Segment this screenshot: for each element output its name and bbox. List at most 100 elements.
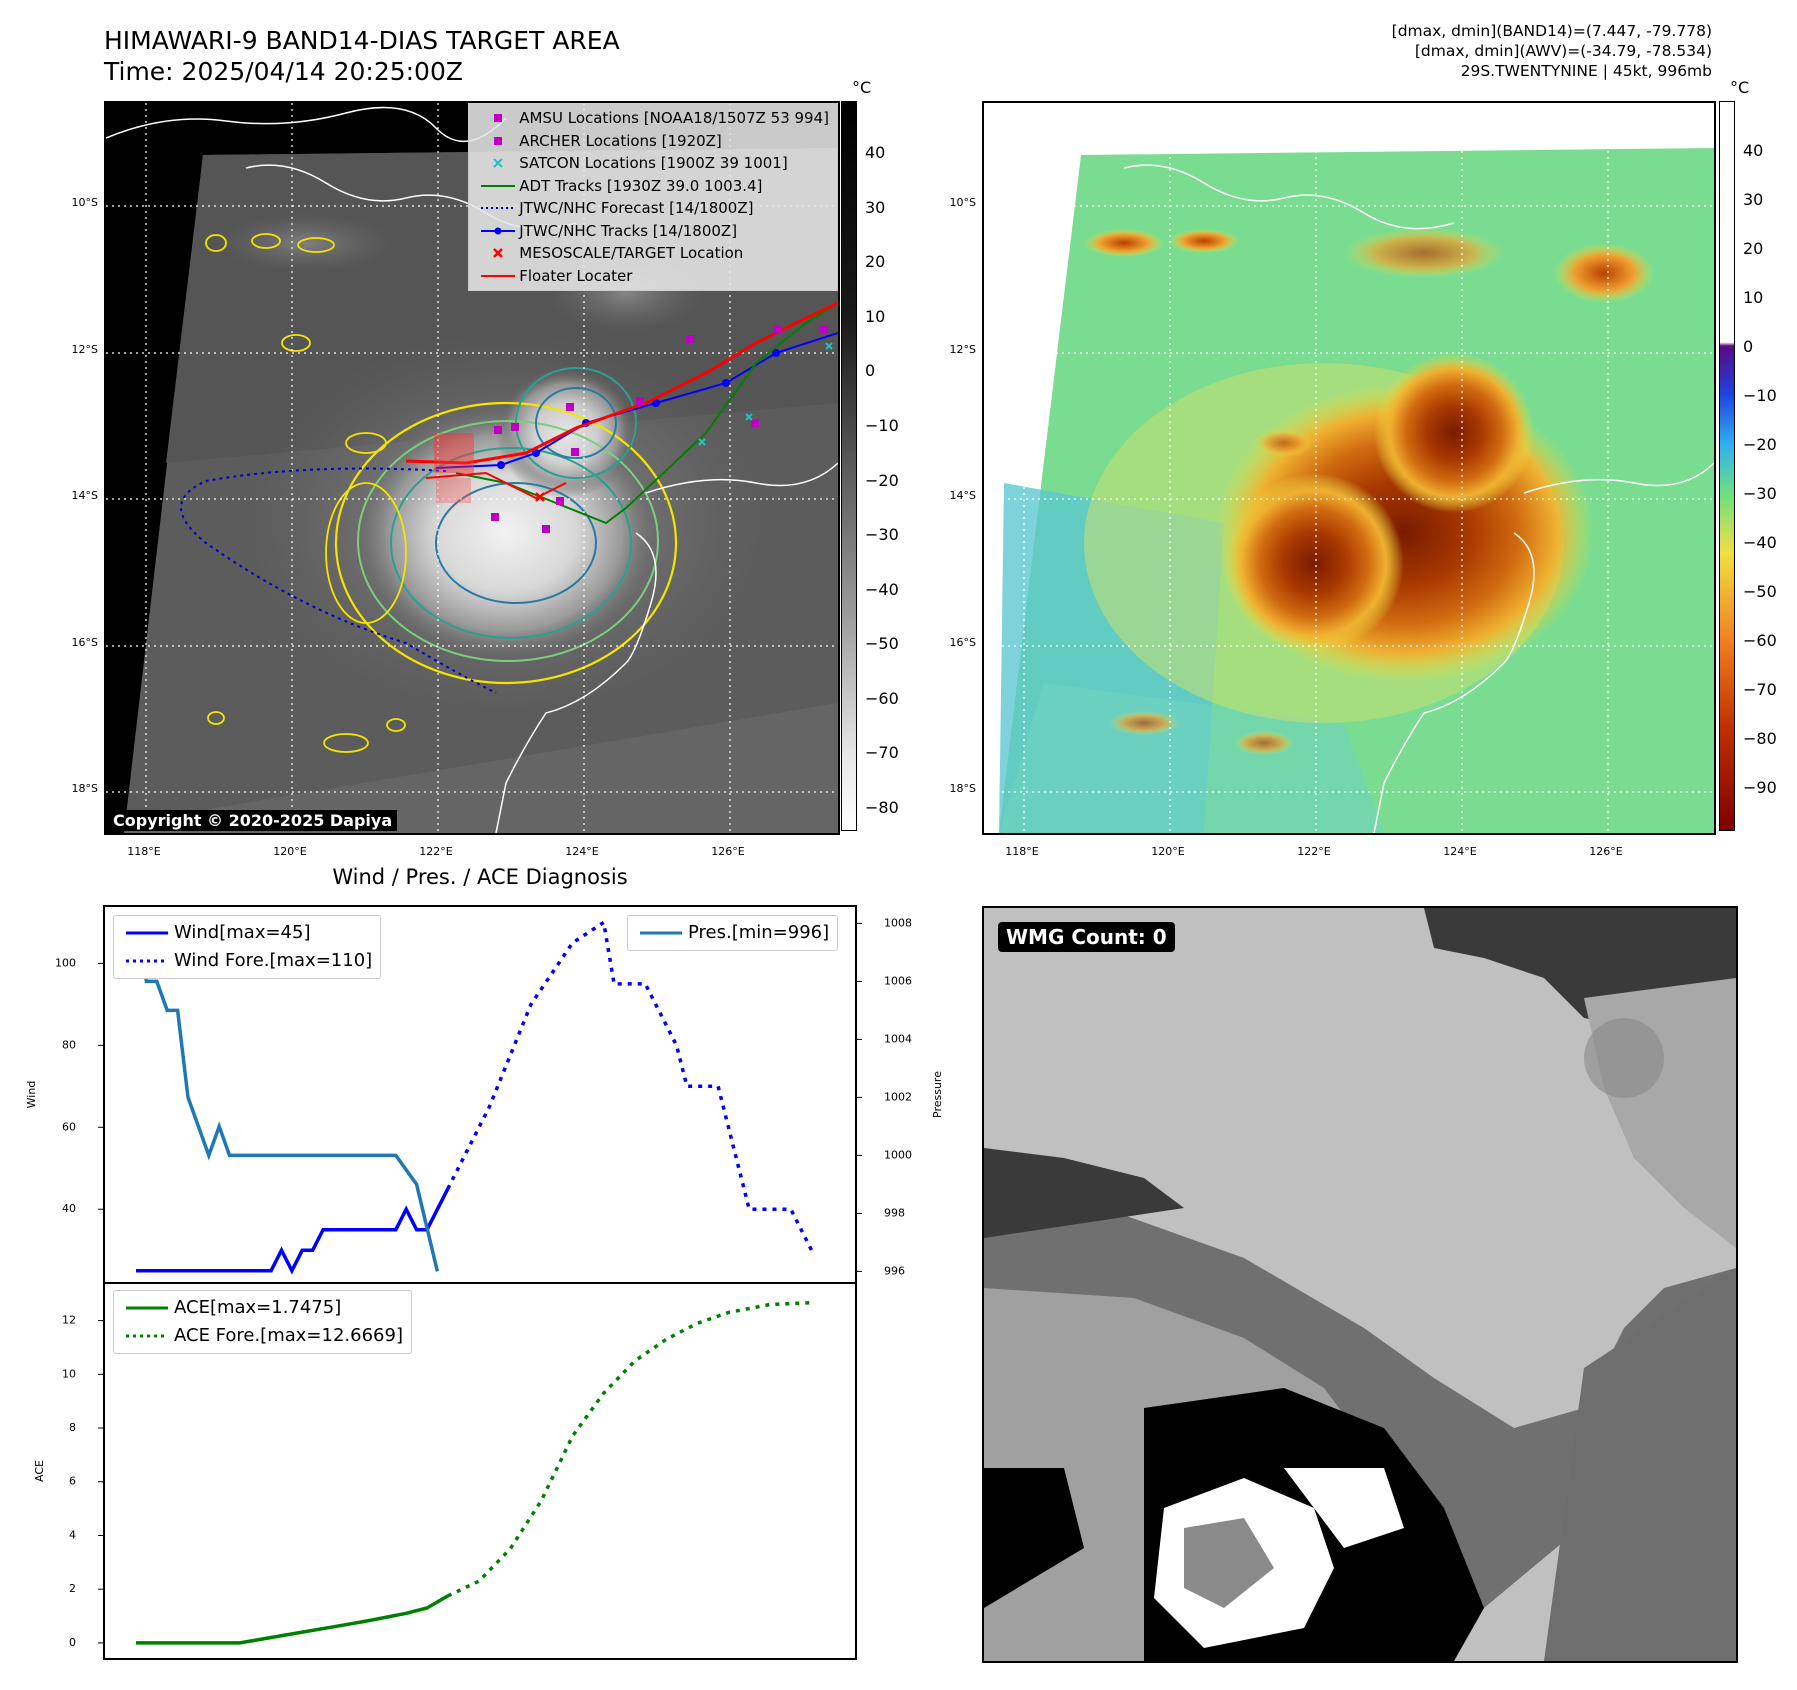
- right-colorbar-tick: 0: [1743, 337, 1754, 356]
- left-map-lat-label: 16°S: [71, 636, 98, 649]
- ace-series-line-0: [136, 1594, 449, 1645]
- figure-title: HIMAWARI-9 BAND14-DIAS TARGET AREA: [104, 26, 620, 55]
- right-map-lon-label: 122°E: [1297, 845, 1331, 858]
- info-band14-range: [dmax, dmin](BAND14)=(7.447, -79.778): [1391, 22, 1712, 40]
- left-map-lon-label: 124°E: [565, 845, 599, 858]
- pressure-axis-tick-label: 1008: [884, 916, 912, 929]
- ace-axis-tick-label: 4: [69, 1528, 76, 1541]
- left-map-lat-label: 14°S: [71, 489, 98, 502]
- wmg-imagery: [984, 908, 1736, 1661]
- map-legend: AMSU Locations [NOAA18/1507Z 53 994] ARC…: [468, 103, 838, 291]
- right-colorbar-tick: 30: [1743, 190, 1764, 209]
- wind-axis-label: Wind: [25, 1081, 38, 1109]
- left-colorbar-unit: °C: [852, 78, 872, 97]
- ace-chart-frame: [103, 1282, 857, 1660]
- ace-axis-tick-label: 8: [69, 1421, 76, 1434]
- left-map-lon-label: 120°E: [273, 845, 307, 858]
- left-colorbar-tick: −80: [865, 798, 899, 817]
- ir-grayscale-imagery: [106, 103, 838, 833]
- ace-axis-label: ACE: [33, 1460, 46, 1482]
- series-line-0: [136, 1188, 450, 1275]
- right-colorbar-tick: 20: [1743, 239, 1764, 258]
- left-colorbar-tick: −30: [865, 525, 899, 545]
- right-colorbar-tick: −90: [1743, 778, 1777, 797]
- right-colorbar-tick: −40: [1743, 533, 1777, 552]
- legend-jtwc-tracks: JTWC/NHC Tracks [14/1800Z]: [477, 220, 829, 243]
- wind-axis-tick-label: 40: [62, 1202, 76, 1215]
- left-colorbar: [841, 101, 857, 831]
- pressure-axis-tick-label: 1006: [884, 974, 912, 987]
- ace-axis-tick-label: 10: [62, 1367, 76, 1380]
- left-colorbar-tick: −20: [865, 470, 899, 490]
- legend-amsu: AMSU Locations [NOAA18/1507Z 53 994]: [477, 107, 829, 130]
- right-colorbar-tick: −60: [1743, 631, 1777, 650]
- right-map-lat-label: 10°S: [949, 196, 976, 209]
- left-map-lat-label: 10°S: [71, 196, 98, 209]
- legend-wind: Wind[max=45]: [126, 922, 311, 943]
- ace-axis-tick-label: 2: [69, 1582, 76, 1595]
- left-colorbar-tick: 20: [865, 252, 886, 272]
- legend-ace-forecast: ACE Fore.[max=12.6669]: [126, 1325, 403, 1346]
- info-storm-summary: 29S.TWENTYNINE | 45kt, 996mb: [1460, 62, 1712, 80]
- left-colorbar-tick: −40: [865, 579, 899, 599]
- legend-adt: ADT Tracks [1930Z 39.0 1003.4]: [481, 176, 763, 195]
- right-colorbar-unit: °C: [1730, 78, 1750, 97]
- legend-forecast: JTWC/NHC Forecast [14/1800Z]: [481, 199, 754, 217]
- ir-grayscale-map: AMSU Locations [NOAA18/1507Z 53 994] ARC…: [104, 101, 840, 835]
- left-map-lon-label: 118°E: [127, 845, 161, 858]
- right-colorbar-tick: −70: [1743, 680, 1777, 699]
- series-line-1: [446, 919, 814, 1251]
- right-map-lat-label: 18°S: [949, 782, 976, 795]
- legend-wind-forecast: Wind Fore.[max=110]: [126, 950, 373, 971]
- right-map-lat-label: 12°S: [949, 343, 976, 356]
- diagnosis-title: Wind / Pres. / ACE Diagnosis: [332, 865, 628, 889]
- wind-axis-tick-label: 80: [62, 1038, 76, 1051]
- ace-axis-tick-label: 0: [69, 1636, 76, 1649]
- right-map-lon-label: 118°E: [1005, 845, 1039, 858]
- legend-floater: Floater Locater: [481, 266, 633, 285]
- left-colorbar-tick: −70: [865, 743, 899, 763]
- left-colorbar-tick: 30: [865, 197, 886, 217]
- ir-enhanced-map: [982, 101, 1716, 835]
- right-map-lon-label: 126°E: [1589, 845, 1623, 858]
- wind-pressure-chart: 100 80 60 40 1008 1006 1004 1002 1000 998 996 Wind P…: [25, 905, 944, 1284]
- left-map-lon-label: 122°E: [419, 845, 453, 858]
- wind-axis-tick-label: 60: [62, 1120, 76, 1133]
- copyright-label: Copyright © 2020-2025 Dapiya: [108, 810, 398, 831]
- pressure-legend: Pres.[min=996]: [627, 915, 839, 951]
- ace-axis-tick-label: 6: [69, 1475, 76, 1488]
- right-colorbar-tick: −50: [1743, 582, 1777, 601]
- left-map-lat-label: 18°S: [71, 782, 98, 795]
- series-line-2: [134, 923, 440, 1272]
- left-map-lon-label: 126°E: [711, 845, 745, 858]
- left-colorbar-tick: 40: [865, 143, 886, 162]
- pressure-axis-tick-label: 996: [884, 1264, 905, 1277]
- pressure-axis-label: Pressure: [931, 1071, 944, 1118]
- right-map-lon-label: 120°E: [1151, 845, 1185, 858]
- left-colorbar-tick: 0: [865, 361, 876, 381]
- pressure-axis-tick-label: 1000: [884, 1148, 912, 1161]
- right-colorbar-tick: −30: [1743, 484, 1777, 503]
- wmg-count-label: WMG Count: 0: [998, 922, 1175, 952]
- ace-chart: 12 10 8 6 4 2 0 ACE: [33, 1282, 857, 1660]
- wind-legend: Wind[max=45] Wind Fore.[max=110]: [113, 915, 382, 979]
- legend-archer: ARCHER Locations [1920Z]: [477, 130, 829, 153]
- left-map-lat-label: 12°S: [71, 343, 98, 356]
- right-colorbar-tick: −10: [1743, 386, 1777, 405]
- figure-time: Time: 2025/04/14 20:25:00Z: [104, 57, 463, 86]
- legend-satcon: SATCON Locations [1900Z 39 1001]: [477, 152, 829, 175]
- ir-enhanced-imagery: [984, 103, 1714, 833]
- pressure-axis-tick-label: 1004: [884, 1032, 912, 1045]
- right-map-lat-label: 14°S: [949, 489, 976, 502]
- wmg-panel: WMG Count: 0: [982, 906, 1738, 1663]
- left-colorbar-tick: −10: [865, 415, 899, 435]
- pressure-axis-tick-label: 1002: [884, 1090, 912, 1103]
- right-map-lon-label: 124°E: [1443, 845, 1477, 858]
- left-colorbar-tick: −50: [865, 634, 899, 654]
- legend-pressure: Pres.[min=996]: [640, 922, 830, 943]
- info-awv-range: [dmax, dmin](AWV)=(-34.79, -78.534): [1414, 42, 1712, 60]
- ace-series-line-1: [447, 1300, 812, 1598]
- right-colorbar: [1719, 101, 1735, 831]
- pressure-axis-tick-label: 998: [884, 1206, 905, 1219]
